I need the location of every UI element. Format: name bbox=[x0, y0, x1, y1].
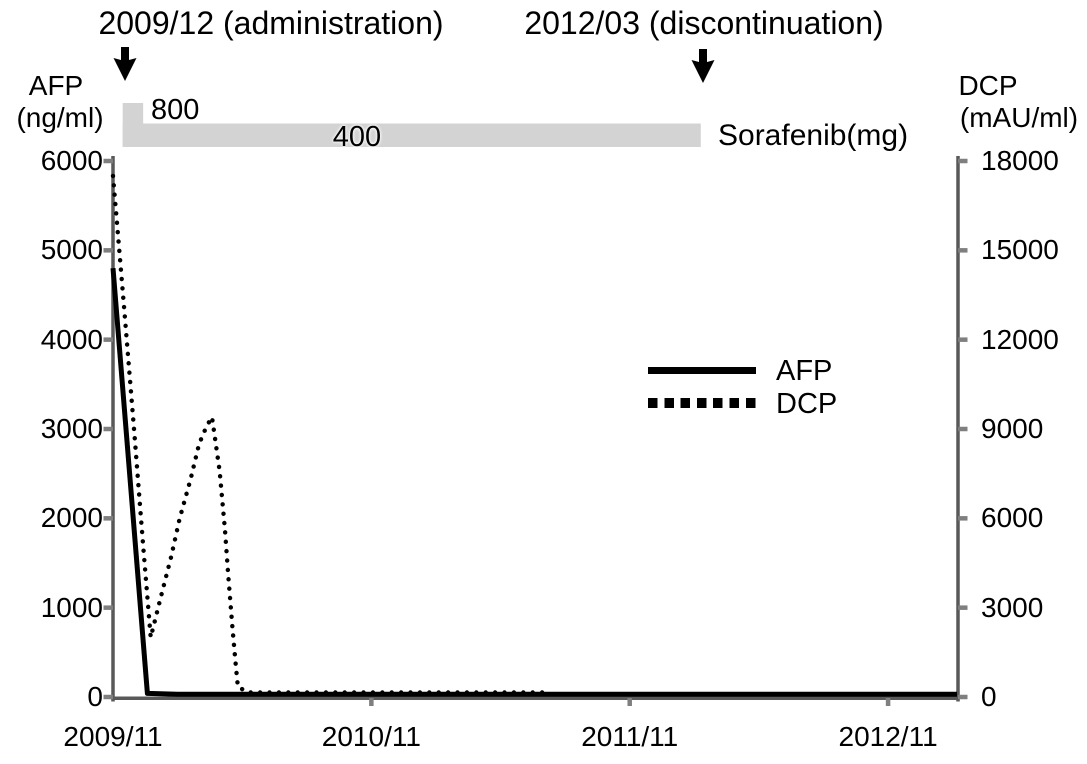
y-axis-right-tick-label: 3000 bbox=[981, 591, 1044, 623]
left-axis-unit: (ng/ml) bbox=[16, 102, 104, 133]
y-axis-left-tick-label: 5000 bbox=[40, 234, 103, 266]
y-axis-right-tick-label: 9000 bbox=[981, 413, 1044, 444]
administration-down-arrow-icon bbox=[113, 47, 137, 81]
discontinuation-annotation: 2012/03 (discontinuation) bbox=[524, 5, 884, 41]
administration-annotation: 2009/12 (administration) bbox=[98, 5, 444, 41]
legend-label-afp: AFP bbox=[776, 355, 833, 387]
afp-series-line bbox=[110, 267, 957, 697]
dose-800-label: 800 bbox=[151, 94, 200, 126]
sorafenib-dose-bar-segment bbox=[122, 123, 701, 147]
legend-label-dcp: DCP bbox=[776, 388, 838, 420]
dcp-legend-dotted-line-icon bbox=[648, 398, 760, 408]
y-axis-left-tick-label: 4000 bbox=[40, 323, 103, 355]
x-axis-tick-label: 2011/11 bbox=[581, 721, 679, 752]
y-axis-right-tick-label: 18000 bbox=[981, 145, 1059, 176]
y-axis-right-tick-label: 0 bbox=[981, 681, 997, 712]
afp-legend-line-icon bbox=[648, 367, 756, 374]
y-axis-left-tick-label: 0 bbox=[87, 681, 103, 712]
dcp-series-line bbox=[110, 173, 548, 695]
y-axis-right-tick-label: 6000 bbox=[981, 502, 1044, 534]
sorafenib-bar-label: Sorafenib(mg) bbox=[718, 119, 909, 152]
right-axis-title: DCP bbox=[958, 70, 1018, 101]
y-axis-left-tick-label: 6000 bbox=[40, 145, 103, 176]
y-axis-left-tick-label: 1000 bbox=[40, 591, 103, 623]
x-axis-tick-label: 2009/11 bbox=[63, 721, 163, 752]
y-axis-left-tick-label: 3000 bbox=[40, 413, 103, 444]
left-axis-title: AFP bbox=[28, 70, 84, 101]
y-axis-right-tick-label: 12000 bbox=[981, 323, 1059, 355]
x-axis-tick-label: 2012/11 bbox=[838, 721, 938, 752]
discontinuation-down-arrow-icon bbox=[691, 49, 715, 83]
right-axis-unit: (mAU/ml) bbox=[959, 102, 1079, 133]
x-axis-tick-label: 2010/11 bbox=[321, 721, 421, 752]
y-axis-right-tick-label: 15000 bbox=[981, 234, 1059, 266]
dose-400-label: 400 bbox=[332, 121, 382, 153]
y-axis-left-tick-label: 2000 bbox=[40, 502, 103, 534]
